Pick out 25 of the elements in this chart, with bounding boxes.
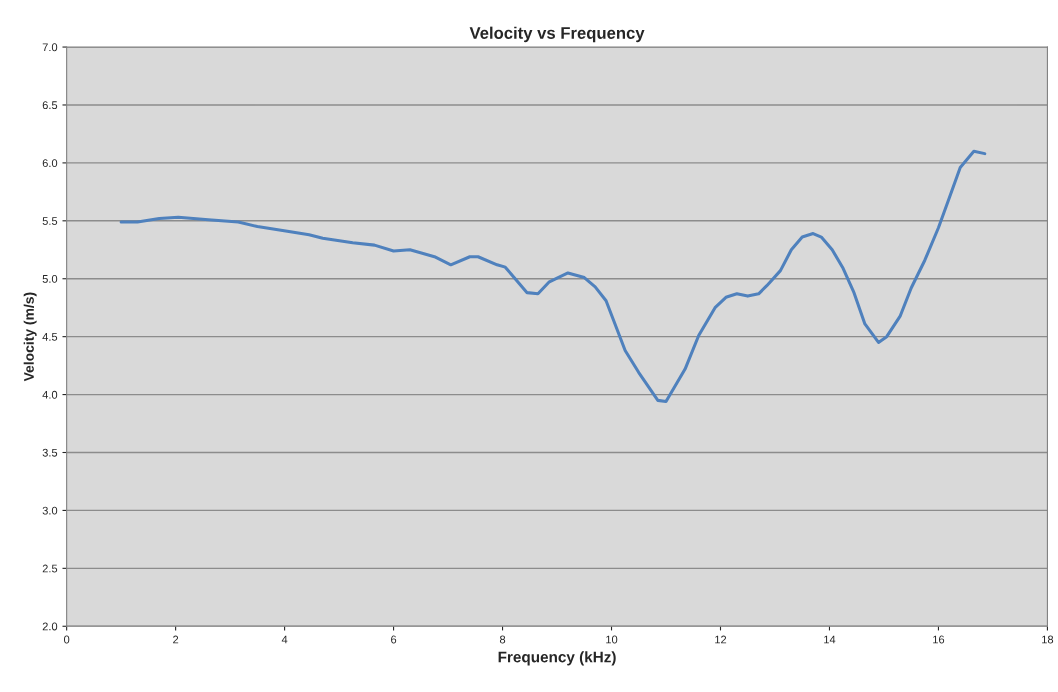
x-axis-title: Frequency (kHz) — [498, 651, 616, 666]
x-tick-label: 16 — [933, 635, 945, 644]
x-tick-label: 8 — [499, 635, 506, 644]
chart-title: Velocity vs Frequency — [469, 26, 645, 43]
y-tick-label: 2.5 — [42, 564, 58, 573]
y-tick-label: 5.0 — [42, 275, 58, 283]
x-tick-label: 12 — [715, 635, 727, 644]
line-series — [119, 149, 987, 404]
x-tick-label: 18 — [1042, 635, 1054, 644]
x-tick-label: 14 — [824, 635, 836, 644]
x-tick-label: 6 — [391, 635, 397, 644]
x-tick-label: 4 — [281, 635, 288, 644]
x-tick-label: 2 — [173, 635, 179, 644]
y-tick-label: 5.5 — [42, 217, 58, 225]
y-tick-label: 6.0 — [42, 159, 58, 168]
y-tick-label: 2.0 — [42, 622, 58, 631]
y-tick-label: 3.5 — [42, 448, 58, 457]
y-axis-title: Velocity (m/s) — [23, 292, 37, 382]
x-tick-label: 10 — [606, 635, 618, 644]
x-tick-label: 0 — [64, 635, 70, 644]
y-tick-label: 6.5 — [42, 101, 58, 110]
y-tick-label: 7.0 — [42, 43, 58, 52]
y-tick-label: 4.5 — [42, 333, 58, 341]
y-tick-label: 3.0 — [42, 506, 58, 515]
y-tick-label: 4.0 — [42, 390, 58, 399]
